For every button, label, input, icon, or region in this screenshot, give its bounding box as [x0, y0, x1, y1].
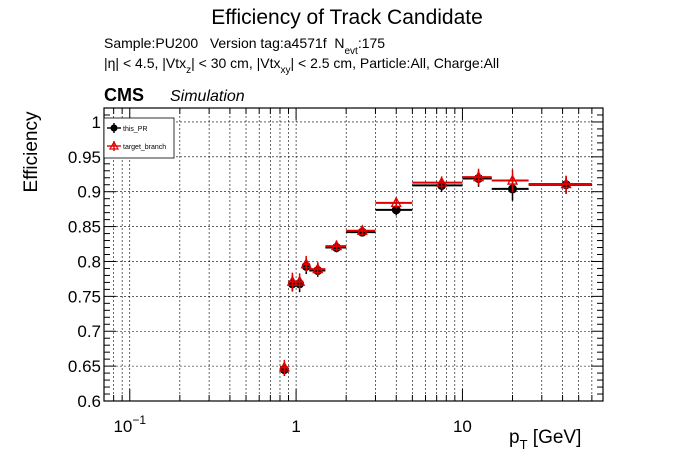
x-tick-label: 10−1: [113, 413, 146, 436]
tick-labels: 0.6 0.65 0.7 0.75 0.8 0.85 0.9 0.95 1 10−1 1 10: [68, 113, 472, 436]
data-point: [412, 176, 463, 189]
legend-marker-this-pr: [110, 124, 118, 132]
info-line-1-suffix: :175: [358, 35, 385, 51]
data-point: [462, 170, 492, 187]
data-point: [491, 169, 529, 193]
point-marker: [472, 170, 485, 182]
data-point: [528, 176, 592, 194]
point-marker: [436, 176, 448, 187]
info-line-2: |η| < 4.5, |Vtxz| < 30 cm, |Vtxxy| < 2.5…: [104, 55, 499, 76]
info-line-2-sub-2: xy: [280, 65, 290, 76]
series-target_branch: [278, 168, 592, 376]
x-tick-label: 10: [453, 417, 472, 436]
data-point: [325, 239, 347, 252]
cms-sublabel: Simulation: [170, 88, 245, 105]
info-line-2-part-2: | < 30 cm, |Vtx: [191, 55, 280, 71]
data-point: [300, 255, 312, 272]
y-tick-label: 1: [92, 113, 101, 132]
y-tick-label: 0.65: [68, 357, 101, 376]
x-axis-title: pT [GeV]: [509, 427, 581, 452]
point-marker: [286, 275, 298, 286]
x-tick-label: 1: [291, 417, 300, 436]
y-tick-label: 0.7: [77, 322, 101, 341]
y-tick-label: 0.75: [68, 287, 101, 306]
x-axis-title-unit: [GeV]: [528, 427, 582, 448]
point-marker: [294, 275, 306, 286]
y-tick-label: 0.95: [68, 148, 101, 167]
info-line-2-sub-1: z: [186, 65, 191, 76]
data-point: [528, 175, 592, 194]
y-tick-label: 0.9: [77, 183, 101, 202]
tick-marks: [103, 107, 604, 402]
x-axis-title-sub: T: [520, 437, 528, 452]
info-line-2-part-1: |η| < 4.5, |Vtx: [104, 55, 186, 71]
cms-label: CMS: [104, 85, 144, 105]
series-this_PR: [279, 170, 592, 376]
legend-box: [103, 117, 175, 159]
y-axis-title: Efficiency: [21, 111, 42, 192]
point-marker: [391, 205, 401, 215]
info-line-2-part-3: | < 2.5 cm, Particle:All, Charge:All: [290, 55, 499, 71]
plot-frame: [103, 107, 604, 402]
info-line-1-prefix: Sample:PU200 Version tag:a4571f N: [104, 35, 344, 51]
info-line-1: Sample:PU200 Version tag:a4571f Nevt:175: [104, 35, 385, 57]
chart-title: Efficiency of Track Candidate: [211, 6, 483, 29]
y-tick-label: 0.8: [77, 252, 101, 271]
y-tick-label: 0.85: [68, 218, 101, 237]
legend-label-target-branch: target_branch: [123, 144, 166, 151]
data-point: [278, 359, 290, 376]
legend-marker-target-branch: [108, 140, 120, 150]
data-points: [278, 168, 592, 376]
y-tick-label: 0.6: [77, 392, 101, 411]
data-point: [286, 272, 298, 291]
grid-lines: [103, 108, 604, 402]
point-marker: [312, 262, 324, 274]
data-point: [309, 262, 326, 276]
point-marker: [506, 174, 519, 185]
point-marker: [300, 257, 312, 269]
point-marker: [356, 224, 368, 235]
point-marker: [390, 196, 402, 208]
data-point: [375, 196, 413, 209]
legend-entry-target-branch: target_branch: [107, 140, 166, 151]
data-point: [462, 168, 492, 186]
point-marker: [278, 361, 290, 372]
axes: [103, 107, 604, 402]
point-marker: [560, 177, 572, 189]
x-axis-title-main: p: [509, 427, 520, 448]
info-line-1-sub: evt: [344, 46, 358, 57]
legend: this_PR target_branch: [103, 117, 175, 159]
data-point: [375, 204, 413, 216]
data-point: [294, 273, 306, 290]
data-point: [346, 224, 376, 236]
legend-entry-this-pr: this_PR: [107, 123, 148, 133]
legend-label-this-pr: this_PR: [123, 126, 148, 133]
point-marker: [330, 239, 343, 251]
